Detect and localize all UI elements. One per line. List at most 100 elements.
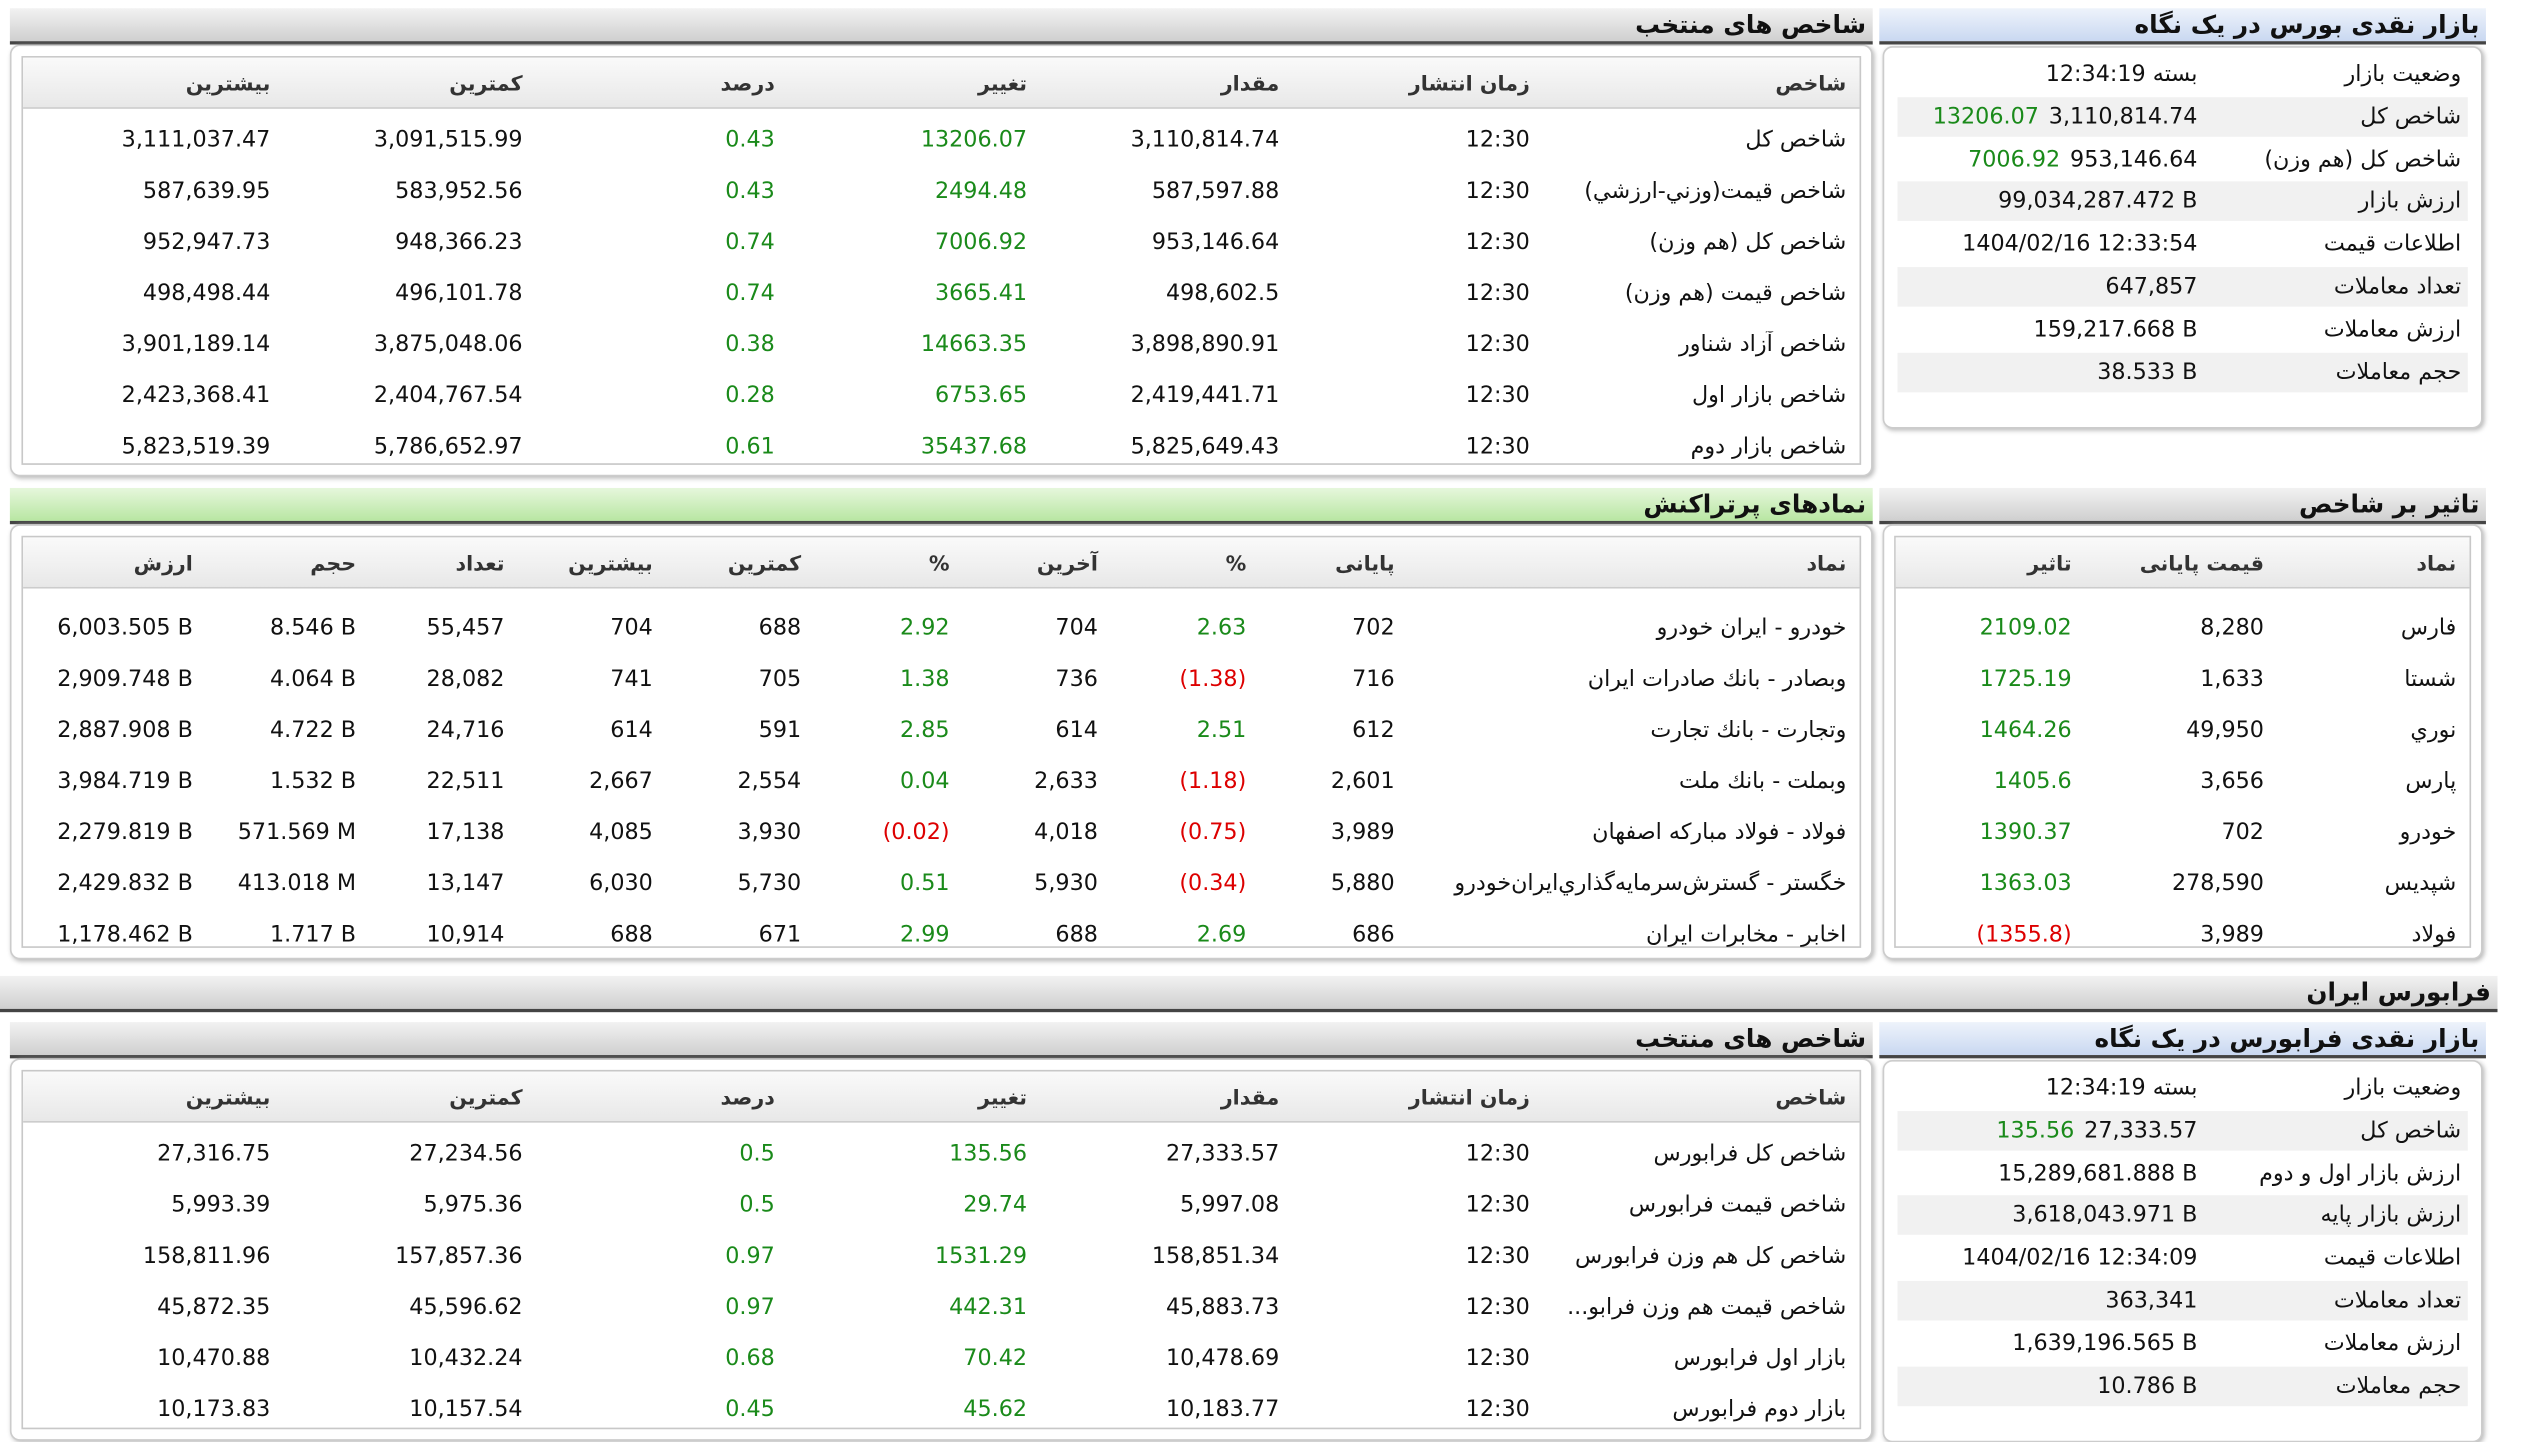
table-cell: 1.717 B <box>270 921 357 948</box>
overview-panel: وضعیت بازار بسته 12:34:19 شاخص کل 3,110,814… <box>1882 46 2483 429</box>
section-header: شاخص های منتخب <box>9 8 1873 45</box>
symbol: اخابر - مخابرات ايران <box>1646 921 1847 948</box>
overview-label: ارزش بازار اول و دوم <box>2259 1159 2462 1187</box>
index-name: شاخص کل <box>1745 126 1847 154</box>
table-cell: 27,234.56 <box>409 1140 523 1168</box>
table-cell: 14663.35 <box>920 331 1028 358</box>
overview-label: ارزش معاملات <box>2323 316 2462 343</box>
overview-value: 10.786 B <box>2097 1372 2198 1399</box>
table-cell: (1355.8) <box>1976 921 2072 948</box>
table-row: شاخص بازار اول 12:30 2,419,441.71 6753.65 0.… <box>23 376 1859 416</box>
table-cell: 686 <box>1352 921 1395 948</box>
overview-row: تعداد معاملات 363,341 <box>1897 1280 2468 1321</box>
table-cell: 2,429.832 B <box>57 870 193 897</box>
table-cell: 29.74 <box>963 1191 1028 1219</box>
table-cell: 12:30 <box>1465 1191 1530 1219</box>
column-header: قیمت پایانی <box>2139 549 2264 575</box>
column-header: زمان انتشار <box>1408 1083 1530 1109</box>
table-cell: 10,183.77 <box>1165 1396 1280 1423</box>
column-header: نماد <box>2416 549 2457 575</box>
table-cell: 1464.26 <box>1979 717 2072 744</box>
table-cell: 6753.65 <box>934 382 1028 409</box>
table-header: نماد پایانی% آخرین% کمترین بیشترین تعداد حجم ار… <box>23 537 1860 589</box>
overview-row: شاخص کل 3,110,814.74 13206.07 <box>1897 96 2468 137</box>
table-cell: 10,914 <box>426 921 505 948</box>
table-cell: 591 <box>758 717 802 744</box>
table-cell: 10,470.88 <box>157 1345 271 1372</box>
table-cell: 2494.48 <box>934 178 1028 205</box>
column-header: ارزش <box>133 549 193 575</box>
column-header: تغییر <box>978 1083 1028 1109</box>
index-name: شاخص کل (هم وزن) <box>1649 229 1847 256</box>
table-cell: 2.51 <box>1196 717 1247 744</box>
symbol: فولاد <box>2411 921 2457 948</box>
table-cell: 3,110,814.74 <box>1130 126 1280 154</box>
table-cell: 688 <box>610 921 653 948</box>
overview-row: حجم معاملات 38.533 B <box>1897 352 2468 392</box>
table-cell: 688 <box>758 614 802 642</box>
overview-label: اطلاعات قیمت <box>2323 231 2462 258</box>
table: شاخص زمان انتشار مقدار تغییر درصد کمترین بیشتر… <box>21 1069 1862 1430</box>
column-header: % <box>1225 549 1247 575</box>
overview-value: 15,289,681.888 B <box>1998 1159 2198 1187</box>
column-header: تعداد <box>455 549 505 575</box>
table-cell: (0.34) <box>1179 870 1247 897</box>
table-cell: 2,887.908 B <box>57 717 193 744</box>
table: شاخص زمان انتشار مقدار تغییر درصد کمترین بیشتر… <box>21 56 1862 465</box>
table-cell: 45.62 <box>963 1396 1028 1423</box>
table-cell: 2.92 <box>899 614 950 642</box>
table-row: شاخص قیمت (هم وزن) 12:30 498,602.5 3665.41 0… <box>23 274 1859 314</box>
overview-row: شاخص کل (هم وزن) 953,146.64 7006.92 <box>1897 139 2467 179</box>
table-cell: 5,975.36 <box>423 1191 523 1219</box>
table-row: شاخص قیمت(وزني-ارزشي) 12:30 587,597.88 2494… <box>23 171 1859 211</box>
overview-label: وضعیت بازار <box>2344 1074 2462 1102</box>
table-cell: 35437.68 <box>920 433 1028 460</box>
overview-row: شاخص کل 27,333.57 135.56 <box>1897 1110 2468 1151</box>
section-header: بازار نقدی بورس در یک نگاه <box>1879 8 2486 45</box>
table-cell: 1.532 B <box>270 768 357 795</box>
index-name: بازار اول فرابورس <box>1673 1345 1847 1372</box>
table-cell: 7006.92 <box>934 229 1028 256</box>
table-cell: 12:30 <box>1465 1396 1530 1423</box>
overview-label: تعداد معاملات <box>2333 273 2462 301</box>
table-row: خودرو 702 1390.37 <box>1896 813 2470 853</box>
table-cell: 45,596.62 <box>409 1294 523 1321</box>
overview-label: حجم معاملات <box>2335 1372 2462 1399</box>
column-header: % <box>928 549 950 575</box>
table-cell: 442.31 <box>949 1294 1028 1321</box>
table-cell: (1.18) <box>1179 768 1247 795</box>
symbol: وبملت - بانك ملت <box>1678 768 1847 795</box>
table-cell: 5,825,649.43 <box>1130 433 1280 460</box>
symbol: نوري <box>2410 717 2457 744</box>
table-cell: 12:30 <box>1465 1294 1530 1321</box>
table-cell: 6,003.505 B <box>57 614 193 642</box>
symbol: وبصادر - بانك صادرات ايران <box>1587 665 1847 693</box>
column-header: پایانی <box>1335 549 1395 575</box>
column-header: درصد <box>720 1083 775 1109</box>
column-header: شاخص <box>1775 70 1847 95</box>
table-cell: 10,157.54 <box>409 1396 523 1423</box>
table-cell: 5,730 <box>737 870 802 897</box>
table-cell: 4,018 <box>1034 819 1098 846</box>
table-cell: 741 <box>610 665 653 693</box>
table-cell: 3,875,048.06 <box>373 331 523 358</box>
table-cell: 12:30 <box>1465 178 1530 205</box>
table-row: فولاد 3,989 (1355.8) <box>1896 915 2470 955</box>
table-row: فارس 8,280 2109.02 <box>1896 608 2470 648</box>
table-cell: 10,173.83 <box>157 1396 271 1423</box>
table-cell: 0.51 <box>899 870 950 897</box>
table-cell: 612 <box>1352 717 1395 744</box>
overview-value: 1404/02/16 12:34:09 <box>1962 1244 2198 1272</box>
overview-value: 3,110,814.74 <box>2048 103 2198 130</box>
overview-value: 1,639,196.565 B <box>2012 1330 2198 1357</box>
overview-change: 7006.92 <box>1968 146 2061 173</box>
table-cell: 496,101.78 <box>395 280 523 307</box>
table-cell: 5,930 <box>1034 870 1098 897</box>
column-header: کمترین <box>449 1083 523 1109</box>
table-cell: 28,082 <box>426 665 505 693</box>
table-cell: 716 <box>1352 665 1395 693</box>
table-cell: 6,030 <box>589 870 653 897</box>
table-cell: 10,432.24 <box>409 1345 523 1372</box>
table-cell: 12:30 <box>1465 1242 1530 1270</box>
